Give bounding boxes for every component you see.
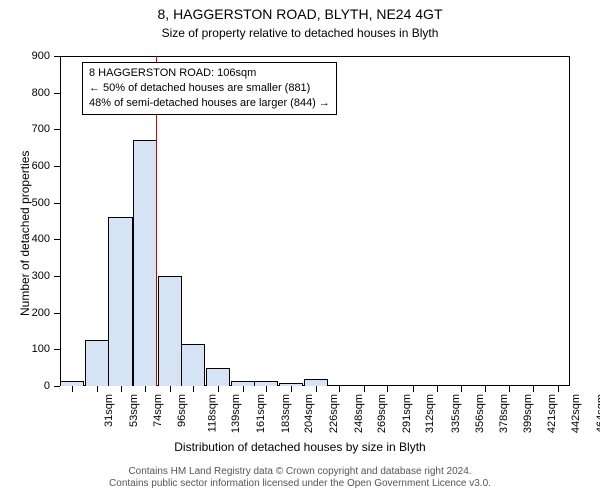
xtick-mark (316, 386, 317, 392)
xtick-mark (97, 386, 98, 392)
xtick-mark (121, 386, 122, 392)
xtick-mark (364, 386, 365, 392)
xtick-mark (72, 386, 73, 392)
chart-figure: 8, HAGGERSTON ROAD, BLYTH, NE24 4GT Size… (0, 0, 600, 500)
info-line-1: 8 HAGGERSTON ROAD: 106sqm (89, 66, 330, 81)
xtick-label: 335sqm (450, 394, 462, 433)
histogram-bar (304, 379, 328, 386)
xtick-label: 74sqm (152, 394, 164, 427)
xtick-label: 421sqm (547, 394, 559, 433)
histogram-bar (133, 140, 157, 386)
x-axis-label: Distribution of detached houses by size … (0, 440, 600, 454)
histogram-bar (85, 340, 109, 386)
xtick-label: 31sqm (103, 394, 115, 427)
xtick-mark (193, 386, 194, 392)
info-line-2: ← 50% of detached houses are smaller (88… (89, 81, 330, 96)
xtick-label: 139sqm (231, 394, 243, 433)
xtick-label: 118sqm (206, 394, 218, 432)
xtick-mark (145, 386, 146, 392)
xtick-mark (339, 386, 340, 392)
xtick-label: 183sqm (280, 394, 292, 433)
ytick-label: 900 (32, 50, 60, 62)
xtick-label: 442sqm (570, 394, 582, 433)
xtick-mark (509, 386, 510, 392)
xtick-label: 399sqm (522, 394, 534, 433)
xtick-label: 378sqm (498, 394, 510, 433)
ytick-label: 100 (32, 343, 60, 355)
ytick-label: 700 (32, 123, 60, 135)
xtick-mark (461, 386, 462, 392)
ytick-label: 200 (32, 307, 60, 319)
ytick-label: 300 (32, 270, 60, 282)
xtick-mark (485, 386, 486, 392)
xtick-label: 464sqm (595, 394, 600, 433)
xtick-label: 53sqm (128, 394, 140, 427)
footer-line-1: Contains HM Land Registry data © Crown c… (0, 466, 600, 478)
xtick-mark (413, 386, 414, 392)
xtick-label: 269sqm (376, 394, 388, 433)
xtick-label: 291sqm (401, 394, 413, 433)
xtick-mark (266, 386, 267, 392)
figure-footer: Contains HM Land Registry data © Crown c… (0, 466, 600, 490)
ytick-label: 600 (32, 160, 60, 172)
xtick-label: 204sqm (303, 394, 315, 433)
xtick-label: 312sqm (424, 394, 436, 433)
xtick-mark (533, 386, 534, 392)
histogram-bar (181, 344, 205, 386)
histogram-bar (108, 217, 132, 386)
xtick-mark (437, 386, 438, 392)
xtick-label: 161sqm (255, 394, 267, 433)
info-line-3: 48% of semi-detached houses are larger (… (89, 96, 330, 111)
xtick-mark (387, 386, 388, 392)
xtick-mark (243, 386, 244, 392)
ytick-label: 400 (32, 233, 60, 245)
info-annotation-box: 8 HAGGERSTON ROAD: 106sqm ← 50% of detac… (82, 62, 337, 115)
chart-title: 8, HAGGERSTON ROAD, BLYTH, NE24 4GT (0, 6, 600, 22)
ytick-label: 500 (32, 197, 60, 209)
xtick-label: 356sqm (474, 394, 486, 433)
xtick-label: 226sqm (328, 394, 340, 433)
xtick-label: 96sqm (176, 394, 188, 427)
xtick-label: 248sqm (353, 394, 365, 433)
ytick-label: 0 (44, 380, 60, 392)
xtick-mark (558, 386, 559, 392)
xtick-mark (218, 386, 219, 392)
footer-line-2: Contains public sector information licen… (0, 478, 600, 490)
histogram-bar (158, 276, 182, 386)
histogram-bar (206, 368, 230, 386)
y-axis-label: Number of detached properties (18, 151, 32, 316)
xtick-mark (291, 386, 292, 392)
xtick-mark (170, 386, 171, 392)
chart-subtitle: Size of property relative to detached ho… (0, 26, 600, 40)
ytick-label: 800 (32, 87, 60, 99)
